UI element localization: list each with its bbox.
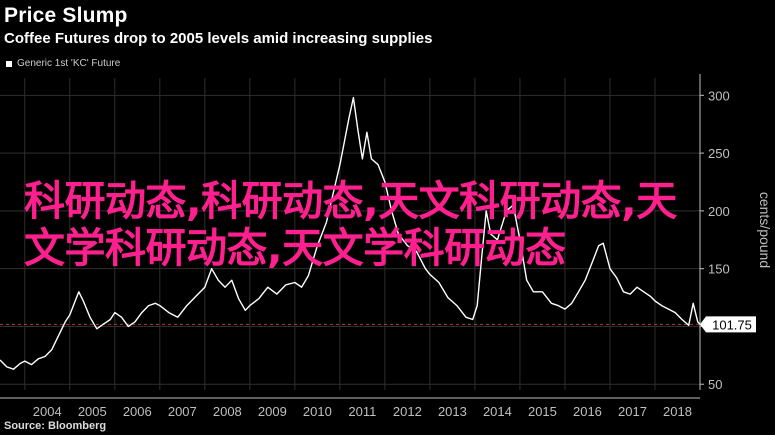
chart-title: Price Slump: [4, 4, 128, 27]
watermark-overlay: 科研动态,科研动态,天文科研动态,天文学科研动态,天文学科研动态: [24, 177, 677, 272]
y-tick-label: 50: [708, 377, 722, 392]
last-value-badge: [700, 316, 756, 333]
x-tick-label: 2009: [258, 404, 287, 419]
x-tick-label: 2013: [438, 404, 467, 419]
x-tick-label: 2008: [213, 404, 242, 419]
y-tick-label: 200: [708, 204, 730, 219]
y-tick-label: 250: [708, 146, 730, 161]
x-tick-label: 2014: [483, 404, 512, 419]
x-tick-label: 2007: [168, 404, 197, 419]
y-tick-label: 150: [708, 262, 730, 277]
legend: Generic 1st 'KC' Future: [6, 58, 120, 69]
x-tick-label: 2011: [348, 404, 376, 419]
x-tick-label: 2015: [528, 404, 557, 419]
x-tick-label: 2016: [573, 404, 602, 419]
x-tick-label: 2006: [123, 404, 152, 419]
y-tick-label: 300: [708, 88, 730, 103]
x-tick-label: 2012: [393, 404, 422, 419]
source-note: Source: Bloomberg: [4, 420, 107, 432]
x-tick-label: 2004: [33, 404, 62, 419]
legend-swatch: [6, 60, 12, 67]
x-tick-label: 2010: [303, 404, 332, 419]
series-line-kc-future: [0, 96, 701, 370]
chart-subtitle: Coffee Futures drop to 2005 levels amid …: [4, 30, 433, 47]
y-axis-title: cents/pound: [757, 192, 773, 268]
last-value-label: 101.75: [712, 317, 752, 332]
x-tick-label: 2017: [618, 404, 647, 419]
legend-label: Generic 1st 'KC' Future: [17, 58, 121, 69]
x-tick-label: 2005: [78, 404, 107, 419]
x-tick-label: 2018: [663, 404, 692, 419]
